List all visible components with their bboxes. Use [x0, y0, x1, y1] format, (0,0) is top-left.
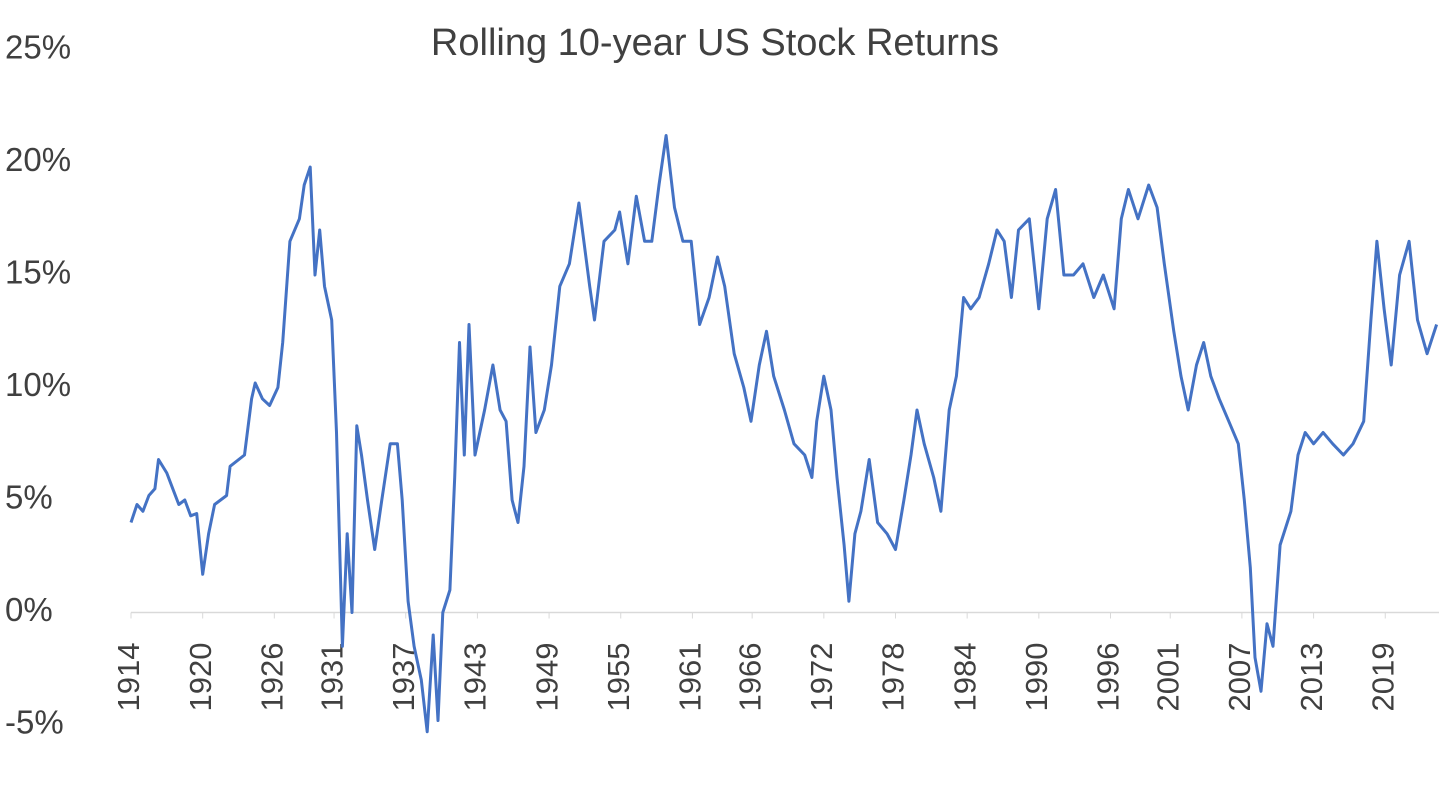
y-tick-label: 20%	[5, 141, 71, 178]
x-tick-label: 1914	[111, 643, 146, 712]
x-tick-label: 1978	[876, 643, 911, 712]
y-tick-label: 10%	[5, 366, 71, 403]
y-tick-label: 0%	[5, 591, 53, 628]
y-tick-label: 25%	[5, 29, 71, 66]
x-tick-label: 1920	[183, 643, 218, 712]
x-tick-label: 1931	[314, 643, 349, 712]
x-tick-label: 1984	[947, 643, 982, 712]
x-tick-label: 1949	[529, 643, 564, 712]
x-tick-label: 1996	[1091, 643, 1126, 712]
x-tick-label: 1972	[804, 643, 839, 712]
x-tick-label: 1955	[601, 643, 636, 712]
x-tick-label: 2007	[1222, 643, 1257, 712]
x-tick-label: 2013	[1294, 643, 1329, 712]
data-line	[129, 134, 1439, 734]
x-tick-label: 1966	[732, 643, 767, 712]
x-tick-label: 1990	[1019, 643, 1054, 712]
x-tick-label: 1943	[458, 643, 493, 712]
x-tick-label: 1961	[673, 643, 708, 712]
chart-title: Rolling 10-year US Stock Returns	[431, 22, 999, 64]
y-tick-label: -5%	[5, 704, 64, 741]
x-tick-label: 2019	[1365, 643, 1400, 712]
x-tick-label: 1926	[255, 643, 290, 712]
y-tick-label: 15%	[5, 254, 71, 291]
y-tick-label: 5%	[5, 479, 53, 516]
x-tick-label: 2001	[1150, 643, 1185, 712]
